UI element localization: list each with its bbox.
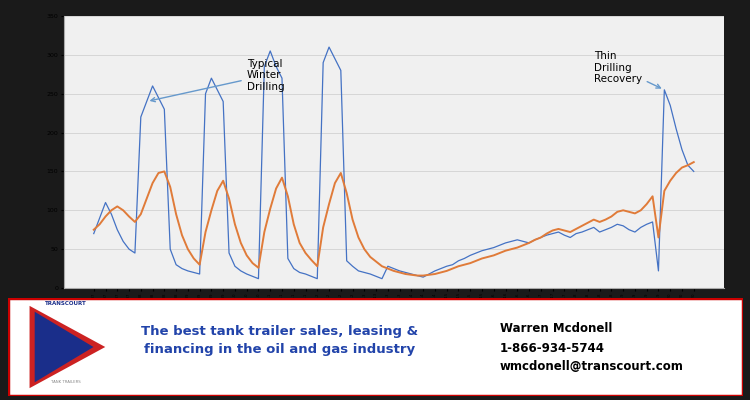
Text: The best tank trailer sales, leasing &
financing in the oil and gas industry: The best tank trailer sales, leasing & f…: [141, 326, 418, 356]
Polygon shape: [34, 312, 94, 382]
Polygon shape: [29, 306, 105, 388]
Text: TRANSCOURT: TRANSCOURT: [46, 301, 87, 306]
Text: Thin
Drilling
Recovery: Thin Drilling Recovery: [594, 51, 661, 88]
Text: Warren Mcdonell
1-866-934-5744
wmcdonell@transcourt.com: Warren Mcdonell 1-866-934-5744 wmcdonell…: [500, 322, 684, 374]
Text: TANK TRAILERS: TANK TRAILERS: [52, 380, 81, 384]
Text: Typical
Winter
Drilling: Typical Winter Drilling: [151, 59, 284, 102]
